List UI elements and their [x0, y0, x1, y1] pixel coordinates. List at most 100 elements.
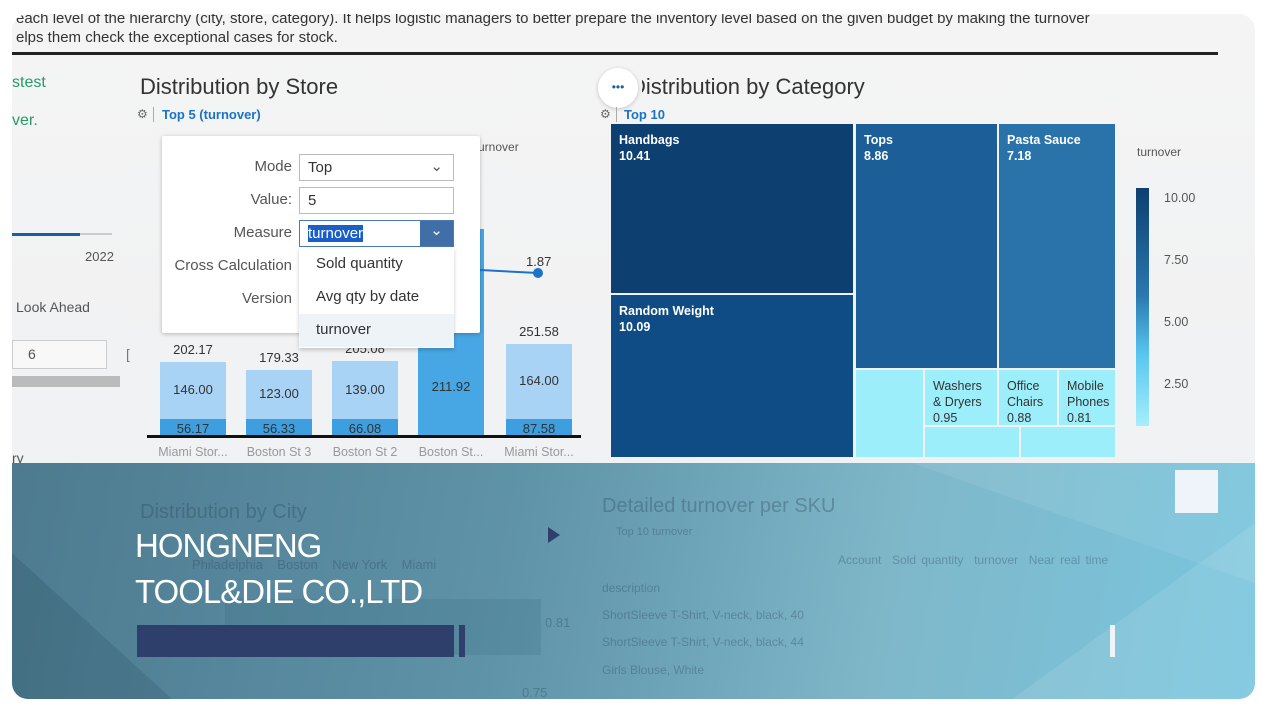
ghost-row: ShortSleeve T-Shirt, V-neck, black, 44	[602, 635, 804, 649]
more-options-icon[interactable]: •••	[598, 68, 638, 108]
intro-text: each level of the hierarchy (city, store…	[16, 14, 1090, 46]
mode-select[interactable]: Top ⌄	[299, 154, 454, 181]
bar-segment-base: 66.08	[332, 418, 398, 436]
cell-name: Pasta Sauce	[1007, 133, 1081, 147]
ghost-row-header: description	[602, 581, 661, 595]
treemap-cell[interactable]: Tops 8.86	[856, 124, 997, 368]
ghost-value: 0.81	[545, 615, 571, 630]
line-segment	[479, 269, 539, 274]
bar-segment-top: 146.00	[160, 362, 226, 419]
dashboard-card: each level of the hierarchy (city, store…	[12, 14, 1255, 699]
play-arrow-icon	[548, 527, 560, 543]
look-ahead-input[interactable]: 6	[12, 340, 107, 369]
brand-bar-accent	[459, 625, 465, 657]
bar-stack[interactable]: 87.58 164.00	[506, 344, 572, 436]
cell-name: Office Chairs	[1007, 379, 1044, 409]
ghost-sku-title: Detailed turnover per SKU	[602, 495, 836, 517]
treemap-cell[interactable]: Washers & Dryers 0.95	[925, 370, 997, 425]
treemap-cell[interactable]: Random Weight 10.09	[611, 295, 853, 457]
option-sold-quantity[interactable]: Sold quantity	[316, 255, 403, 272]
ghost-city-title: Distribution by City	[140, 501, 307, 523]
color-legend-bar	[1136, 188, 1149, 426]
ghost-row: ShortSleeve T-Shirt, V-neck, black, 40	[602, 608, 804, 622]
store-chart-title: Distribution by Store	[140, 74, 339, 99]
bar-stack[interactable]: 56.33 123.00	[246, 370, 312, 436]
legend-title: turnover	[1137, 145, 1182, 159]
bar-segment-base: 56.17	[160, 418, 226, 436]
bar-stack[interactable]: 56.17 146.00	[160, 362, 226, 436]
store-filter[interactable]: Top 5 (turnover)	[153, 107, 261, 122]
line-overlay	[479, 268, 543, 278]
bracket: [	[126, 346, 130, 362]
x-axis	[147, 435, 581, 438]
ghost-row: Girls Blouse, White	[602, 663, 705, 677]
x-tick-label: Boston St...	[418, 445, 484, 459]
category-chart-title: Distribution by Category	[630, 74, 865, 99]
left-text-2: ver.	[12, 112, 38, 129]
category-filter[interactable]: Top 10	[616, 107, 665, 122]
cell-value: 8.86	[864, 149, 889, 163]
treemap-cell[interactable]	[1021, 427, 1115, 457]
cell-name: Handbags	[619, 133, 680, 147]
cell-value: 0.95	[933, 411, 958, 425]
measure-label: Measure	[233, 224, 292, 241]
company-name-line2: TOOL&DIE CO.,LTD	[135, 573, 423, 610]
x-tick-label: Miami Stor...	[158, 445, 228, 459]
measure-dropdown: Sold quantity Avg qty by date turnover	[299, 248, 454, 348]
white-stripe	[1110, 625, 1115, 657]
chevron-down-icon: ⌄	[430, 158, 443, 175]
cross-calculation-label: Cross Calculation	[174, 257, 292, 274]
treemap-cell[interactable]	[856, 370, 923, 457]
x-tick-label: Boston St 3	[246, 445, 312, 459]
company-name-line1: HONGNENG	[135, 527, 322, 564]
treemap-cell[interactable]: Mobile Phones 0.81	[1059, 370, 1115, 425]
bar-segment-top: 139.00	[332, 361, 398, 419]
cell-value: 0.88	[1007, 411, 1032, 425]
ghost-value: 0.75	[522, 685, 548, 699]
treemap-cell[interactable]	[925, 427, 1019, 457]
ghost-legend: Philadelphia Boston New York Miami	[192, 557, 437, 572]
gear-icon[interactable]: ⚙	[137, 107, 148, 121]
cell-value: 10.09	[619, 320, 651, 334]
line-point	[533, 268, 543, 278]
cell-name: Washers & Dryers	[933, 379, 982, 409]
cell-value: 10.41	[619, 149, 651, 163]
decorative-polygons	[12, 463, 1255, 699]
legend-tick: 2.50	[1164, 377, 1189, 391]
value-label: Value:	[250, 191, 292, 208]
bar-stack[interactable]: 66.08 139.00	[332, 361, 398, 436]
year-slider[interactable]	[12, 233, 112, 236]
gear-icon[interactable]: ⚙	[600, 107, 611, 121]
value-input[interactable]: 5	[299, 187, 454, 214]
video-overlay-banner: Distribution by City Philadelphia Boston…	[12, 463, 1255, 699]
left-text-1: stest	[12, 74, 46, 91]
mode-label: Mode	[254, 158, 292, 175]
legend-tick: 7.50	[1164, 253, 1189, 267]
cell-name: Mobile Phones	[1067, 379, 1110, 409]
treemap-cell[interactable]: Handbags 10.41	[611, 124, 853, 293]
divider	[12, 52, 1218, 55]
legend-tick: 10.00	[1164, 191, 1196, 205]
bar-segment-base: 56.33	[246, 418, 312, 436]
cell-name: Random Weight	[619, 304, 714, 318]
treemap-cell[interactable]: Pasta Sauce 7.18	[999, 124, 1115, 368]
white-square	[1175, 470, 1218, 513]
measure-select[interactable]: turnover ⌄	[299, 220, 454, 247]
ghost-columns: Account Sold quantity turnover Near real…	[838, 553, 1109, 567]
look-ahead-label: Look Ahead	[16, 299, 90, 315]
slider-year: 2022	[85, 249, 114, 264]
bar-segment-base: 87.58	[506, 418, 572, 436]
x-tick-label: Miami Stor...	[504, 445, 574, 459]
bar-segment-top: 164.00	[506, 344, 572, 419]
chevron-down-icon[interactable]: ⌄	[420, 221, 453, 246]
x-tick-label: Boston St 2	[332, 445, 398, 459]
progress-bar	[12, 376, 120, 387]
version-label: Version	[241, 290, 292, 307]
left-bottom-text: ry	[12, 450, 24, 466]
option-turnover[interactable]: turnover	[299, 314, 454, 347]
bar-total-label: 202.17	[173, 342, 213, 358]
cell-value: 0.81	[1067, 411, 1092, 425]
ghost-sku-filter: Top 10 turnover	[616, 526, 693, 538]
treemap-cell[interactable]: Office Chairs 0.88	[999, 370, 1057, 425]
option-avg-qty[interactable]: Avg qty by date	[316, 288, 420, 305]
